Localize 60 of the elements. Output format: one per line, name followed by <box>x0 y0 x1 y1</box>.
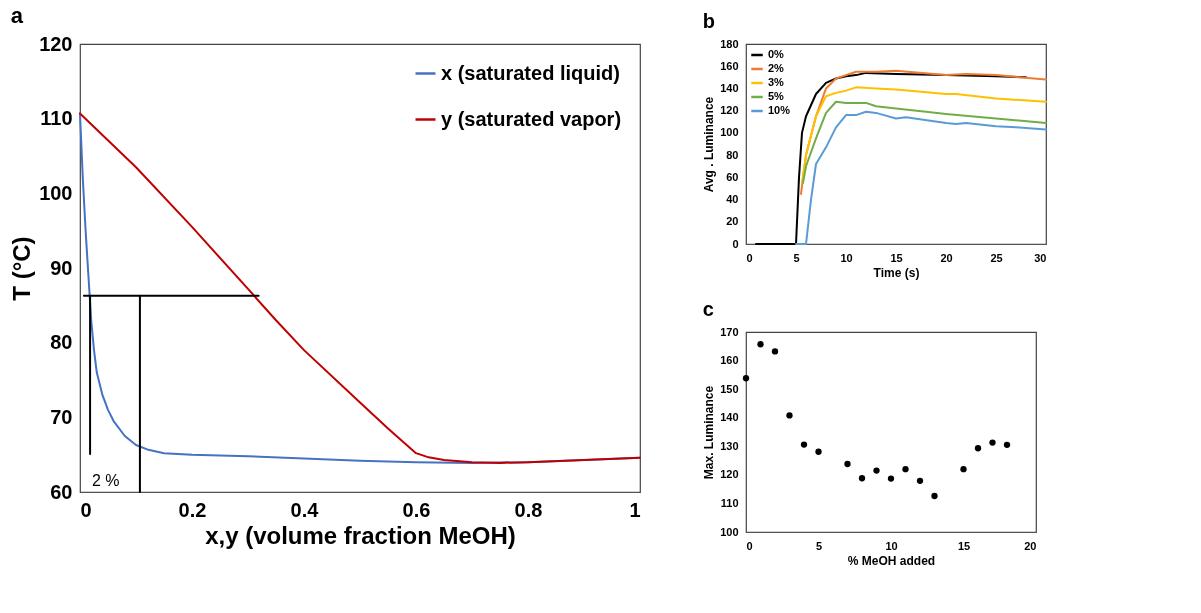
legend-label: 5% <box>768 90 785 102</box>
x-tick-label: 1 <box>629 498 641 521</box>
y-tick-label: 80 <box>50 331 73 354</box>
y-axis-title: Avg . Luminance <box>702 96 717 193</box>
x-tick-label: 0.6 <box>402 498 431 521</box>
x-tick-label: 0.2 <box>178 498 207 521</box>
y-tick-label: 120 <box>39 32 73 55</box>
x-tick-label: 20 <box>940 251 953 264</box>
x-tick-label: 10 <box>885 539 898 552</box>
x-tick-label: 20 <box>1024 539 1037 552</box>
x-tick-label: 30 <box>1034 251 1047 264</box>
legend-label: 2% <box>768 62 785 74</box>
y-tick-label: 0 <box>732 237 739 250</box>
legend-label: y (saturated vapor) <box>441 107 622 130</box>
y-tick-label: 100 <box>39 181 73 204</box>
legend-label: 0% <box>768 48 785 60</box>
x-tick-label: 0.4 <box>290 498 320 521</box>
annotation: 2 % <box>92 472 120 489</box>
y-tick-label: 100 <box>720 126 739 139</box>
y-tick-label: 170 <box>720 325 739 338</box>
y-tick-label: 180 <box>720 37 739 50</box>
x-axis-title: x,y (volume fraction MeOH) <box>205 521 516 549</box>
y-tick-label: 90 <box>50 256 73 279</box>
y-tick-label: 40 <box>726 193 739 206</box>
legend-label: x (saturated liquid) <box>441 61 620 84</box>
y-tick-label: 80 <box>726 148 739 161</box>
y-tick-label: 110 <box>40 107 73 130</box>
x-tick-label: 5 <box>815 539 823 552</box>
x-tick-label: 5 <box>793 251 800 264</box>
y-tick-label: 160 <box>720 354 739 367</box>
y-tick-label: 60 <box>726 170 739 183</box>
x-tick-label: 25 <box>990 251 1003 264</box>
x-axis-title: Time (s) <box>873 265 920 280</box>
y-axis-title: T (°C) <box>8 236 36 301</box>
x-tick-label: 0 <box>80 498 92 521</box>
x-tick-label: 0 <box>746 251 753 264</box>
legend-label: 10% <box>768 104 791 116</box>
x-tick-label: 15 <box>890 251 903 264</box>
y-tick-label: 130 <box>720 439 739 452</box>
y-tick-label: 120 <box>720 468 739 481</box>
y-tick-label: 150 <box>720 382 739 395</box>
chart-title: b <box>702 10 715 32</box>
y-tick-label: 60 <box>50 480 73 503</box>
x-tick-label: 0.8 <box>514 498 543 521</box>
y-tick-label: 70 <box>50 405 73 428</box>
y-axis-title: Max. Luminance <box>702 385 717 480</box>
x-tick-label: 0 <box>746 539 753 552</box>
chart-title: c <box>702 298 714 320</box>
y-tick-label: 140 <box>720 81 739 94</box>
x-axis-title: % MeOH added <box>847 553 936 568</box>
x-tick-label: 15 <box>957 539 971 552</box>
y-tick-label: 160 <box>720 59 739 72</box>
y-tick-label: 100 <box>720 525 739 538</box>
legend-label: 3% <box>768 76 785 88</box>
y-tick-label: 140 <box>720 411 739 424</box>
x-tick-label: 10 <box>840 251 853 264</box>
y-tick-label: 120 <box>720 104 739 117</box>
chart-title: a <box>10 3 24 28</box>
y-tick-label: 110 <box>720 496 739 509</box>
y-tick-label: 20 <box>726 215 739 228</box>
